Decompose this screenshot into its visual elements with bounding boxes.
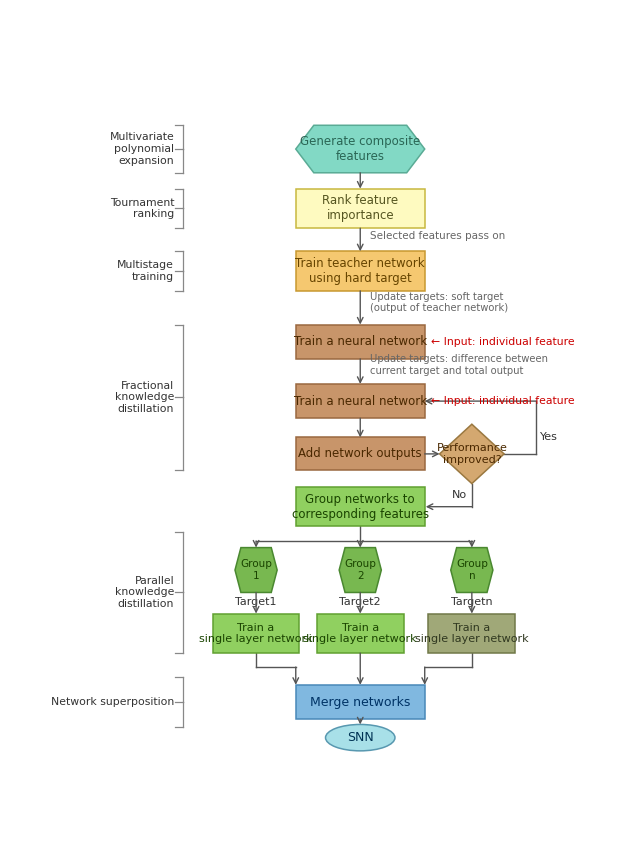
Text: Tournament
ranking: Tournament ranking bbox=[109, 198, 174, 219]
FancyBboxPatch shape bbox=[296, 325, 425, 359]
Text: No: No bbox=[452, 490, 467, 500]
Text: Train teacher network
using hard target: Train teacher network using hard target bbox=[296, 257, 425, 285]
Text: ← Input: individual feature: ← Input: individual feature bbox=[431, 337, 574, 347]
Text: Train a
single layer network: Train a single layer network bbox=[303, 622, 417, 644]
Text: Performance
improved?: Performance improved? bbox=[436, 443, 508, 464]
Text: Add network outputs: Add network outputs bbox=[298, 447, 422, 460]
Text: Target2: Target2 bbox=[339, 596, 381, 607]
FancyBboxPatch shape bbox=[296, 487, 425, 526]
Text: Network superposition: Network superposition bbox=[51, 697, 174, 707]
Text: Generate composite
features: Generate composite features bbox=[300, 135, 420, 163]
FancyBboxPatch shape bbox=[212, 614, 300, 653]
Text: Yes: Yes bbox=[540, 433, 558, 442]
Text: Parallel
knowledge
distillation: Parallel knowledge distillation bbox=[115, 576, 174, 609]
Text: Train a
single layer network: Train a single layer network bbox=[415, 622, 529, 644]
Polygon shape bbox=[451, 548, 493, 592]
Text: Train a neural network: Train a neural network bbox=[294, 394, 427, 408]
Text: Selected features pass on: Selected features pass on bbox=[370, 231, 506, 242]
FancyBboxPatch shape bbox=[296, 251, 425, 291]
Polygon shape bbox=[339, 548, 381, 592]
Text: ← Input: individual feature: ← Input: individual feature bbox=[431, 396, 574, 406]
Text: Train a neural network: Train a neural network bbox=[294, 335, 427, 348]
FancyBboxPatch shape bbox=[296, 437, 425, 470]
Text: Train a
single layer network: Train a single layer network bbox=[199, 622, 313, 644]
Text: Group networks to
corresponding features: Group networks to corresponding features bbox=[292, 493, 429, 521]
FancyBboxPatch shape bbox=[296, 189, 425, 228]
FancyBboxPatch shape bbox=[296, 384, 425, 418]
Ellipse shape bbox=[326, 724, 395, 751]
FancyBboxPatch shape bbox=[428, 614, 515, 653]
Text: Update targets: difference between
current target and total output: Update targets: difference between curre… bbox=[370, 354, 548, 375]
Text: Target1: Target1 bbox=[236, 596, 277, 607]
Text: Targetn: Targetn bbox=[451, 596, 493, 607]
Text: Rank feature
importance: Rank feature importance bbox=[322, 195, 398, 223]
Text: Fractional
knowledge
distillation: Fractional knowledge distillation bbox=[115, 381, 174, 414]
FancyBboxPatch shape bbox=[296, 685, 425, 719]
Text: Merge networks: Merge networks bbox=[310, 696, 410, 709]
Text: SNN: SNN bbox=[347, 731, 374, 744]
Polygon shape bbox=[235, 548, 277, 592]
Text: Multistage
training: Multistage training bbox=[117, 261, 174, 282]
Text: Group
n: Group n bbox=[456, 560, 488, 581]
Text: Update targets: soft target
(output of teacher network): Update targets: soft target (output of t… bbox=[370, 291, 508, 314]
Polygon shape bbox=[440, 424, 504, 483]
Text: Group
2: Group 2 bbox=[344, 560, 376, 581]
Polygon shape bbox=[296, 125, 425, 173]
Text: Group
1: Group 1 bbox=[240, 560, 272, 581]
FancyBboxPatch shape bbox=[317, 614, 404, 653]
Text: Multivariate
polynomial
expansion: Multivariate polynomial expansion bbox=[109, 133, 174, 165]
